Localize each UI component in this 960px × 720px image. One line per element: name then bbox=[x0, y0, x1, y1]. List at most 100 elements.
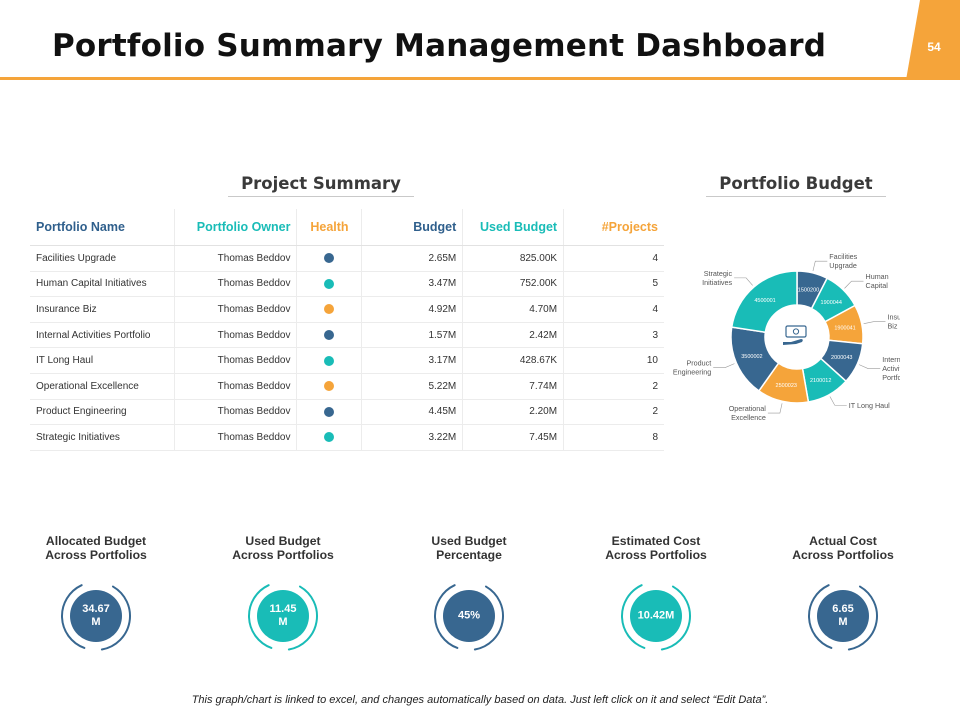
kpi-ring-graphic bbox=[434, 584, 504, 651]
cell-used-budget: 2.42M bbox=[462, 322, 564, 349]
donut-value-label: 1900044 bbox=[821, 300, 842, 306]
portfolio-budget-heading: Portfolio Budget bbox=[706, 174, 886, 197]
cell-used-budget: 428.67K bbox=[462, 347, 564, 374]
cell-used-budget: 4.70M bbox=[462, 296, 564, 323]
cell-health bbox=[296, 399, 362, 426]
kpi-label-line2: Across Portfolios bbox=[45, 548, 147, 562]
kpi-label-line1: Used Budget bbox=[245, 534, 321, 548]
table-row[interactable]: Facilities Upgrade Thomas Beddov 2.65M 825.… bbox=[30, 245, 664, 272]
table-row[interactable]: Human Capital Initiatives Thomas Beddov 3.… bbox=[30, 271, 664, 298]
table-row[interactable]: Operational Excellence Thomas Beddov 5.22M… bbox=[30, 373, 664, 400]
health-status-dot bbox=[324, 381, 335, 392]
table-header-row: Portfolio Name Portfolio Owner Health Bu… bbox=[30, 209, 664, 246]
money-hand-icon bbox=[783, 325, 807, 345]
donut-leader-line bbox=[713, 363, 735, 368]
cell-projects: 8 bbox=[563, 424, 664, 451]
donut-value-label: 2100012 bbox=[810, 378, 831, 384]
kpi-ring: 34.67 M bbox=[54, 574, 138, 658]
cell-portfolio-owner: Thomas Beddov bbox=[173, 424, 297, 451]
cell-projects: 2 bbox=[563, 373, 664, 400]
cell-projects: 4 bbox=[563, 245, 664, 272]
health-status-dot bbox=[324, 278, 335, 289]
cell-budget: 3.22M bbox=[361, 424, 463, 451]
kpi-value-circle bbox=[257, 590, 309, 642]
kpi-label-line1: Allocated Budget bbox=[45, 534, 147, 548]
kpi-value: 34.67 M bbox=[82, 603, 110, 628]
kpi-value: 10.42M bbox=[637, 609, 675, 622]
column-header-used-budget[interactable]: Used Budget bbox=[462, 209, 564, 246]
cell-budget: 3.17M bbox=[361, 347, 463, 374]
health-status-dot bbox=[324, 304, 335, 315]
donut-slice[interactable] bbox=[730, 270, 798, 334]
cell-projects: 10 bbox=[563, 347, 664, 374]
table-row[interactable]: IT Long Haul Thomas Beddov 3.17M 428.67K 10 bbox=[30, 347, 664, 374]
footer-note: This graph/chart is linked to excel, and… bbox=[191, 694, 769, 706]
kpi-used-budget-percentage: Used Budget Percentage 45% bbox=[384, 534, 554, 658]
cell-used-budget: 752.00K bbox=[462, 271, 564, 298]
kpi-value-circle bbox=[630, 590, 682, 642]
kpi-ring: 10.42M bbox=[614, 574, 698, 658]
column-header-portfolio-name[interactable]: Portfolio Name bbox=[30, 209, 175, 246]
donut-value-label: 3500002 bbox=[741, 354, 762, 360]
kpi-label-line2: Across Portfolios bbox=[232, 548, 334, 562]
cell-health bbox=[296, 271, 362, 298]
kpi-estimated-cost: Estimated Cost Across Portfolios 10.42M bbox=[571, 534, 741, 658]
column-header-health[interactable]: Health bbox=[296, 209, 362, 246]
kpi-ring: 6.65 M bbox=[801, 574, 885, 658]
kpi-value: 45% bbox=[457, 609, 481, 622]
column-header-portfolio-owner[interactable]: Portfolio Owner bbox=[173, 209, 297, 246]
kpi-label: Actual Cost Across Portfolios bbox=[758, 534, 928, 564]
cell-projects: 4 bbox=[563, 296, 664, 323]
donut-category-label: IT Long Haul bbox=[849, 401, 890, 410]
kpi-value-circle bbox=[443, 590, 495, 642]
portfolio-budget-donut-chart: 1500200 Facilities Upgrade 1900044 Human Capi… bbox=[673, 252, 900, 422]
kpi-ring: 11.45 M bbox=[241, 574, 325, 658]
table-row[interactable]: Strategic Initiatives Thomas Beddov 3.22M 7… bbox=[30, 424, 664, 451]
cell-projects: 3 bbox=[563, 322, 664, 349]
kpi-ring-graphic bbox=[248, 584, 318, 651]
kpi-ring-graphic bbox=[621, 584, 691, 651]
donut-category-label: Operational Excellence bbox=[729, 404, 767, 422]
health-status-dot bbox=[324, 406, 335, 417]
cell-budget: 2.65M bbox=[361, 245, 463, 272]
donut-value-label: 4500001 bbox=[754, 298, 775, 304]
donut-value-label: 1900041 bbox=[834, 325, 855, 331]
donut-value-label: 2500023 bbox=[776, 383, 797, 389]
title-underline bbox=[0, 77, 960, 80]
cell-portfolio-name: Internal Activities Portfolio bbox=[30, 322, 175, 349]
kpi-label-line1: Used Budget bbox=[431, 534, 507, 548]
donut-category-label: Strategic Initiatives bbox=[702, 269, 732, 287]
kpi-label: Allocated Budget Across Portfolios bbox=[11, 534, 181, 564]
cell-health bbox=[296, 347, 362, 374]
donut-category-label: Human Capital bbox=[866, 272, 889, 290]
cell-used-budget: 7.45M bbox=[462, 424, 564, 451]
cell-health bbox=[296, 373, 362, 400]
table-row[interactable]: Product Engineering Thomas Beddov 4.45M 2.2… bbox=[30, 399, 664, 426]
donut-value-label: 2000043 bbox=[831, 355, 852, 361]
column-header-projects[interactable]: #Projects bbox=[563, 209, 664, 246]
cell-health bbox=[296, 245, 362, 272]
kpi-value-circle bbox=[70, 590, 122, 642]
table-row[interactable]: Internal Activities Portfolio Thomas Bedd… bbox=[30, 322, 664, 349]
kpi-label: Estimated Cost Across Portfolios bbox=[571, 534, 741, 564]
cell-portfolio-owner: Thomas Beddov bbox=[173, 373, 297, 400]
kpi-actual-cost: Actual Cost Across Portfolios 6.65 M bbox=[758, 534, 928, 658]
donut-leader-line bbox=[863, 321, 886, 324]
cell-portfolio-name: Insurance Biz bbox=[30, 296, 175, 323]
kpi-label: Used Budget Percentage bbox=[384, 534, 554, 564]
cell-budget: 4.92M bbox=[361, 296, 463, 323]
donut-value-label: 1500200 bbox=[798, 287, 819, 293]
table-row[interactable]: Insurance Biz Thomas Beddov 4.92M 4.70M 4 bbox=[30, 296, 664, 323]
cell-budget: 3.47M bbox=[361, 271, 463, 298]
cell-budget: 4.45M bbox=[361, 399, 463, 426]
project-summary-heading: Project Summary bbox=[228, 174, 414, 197]
donut-category-label: Product Engineering bbox=[673, 359, 711, 377]
cell-portfolio-owner: Thomas Beddov bbox=[173, 271, 297, 298]
cell-portfolio-name: IT Long Haul bbox=[30, 347, 175, 374]
donut-leader-line bbox=[812, 260, 828, 271]
health-status-dot bbox=[324, 329, 335, 340]
donut-leader-line bbox=[859, 364, 881, 369]
column-header-budget[interactable]: Budget bbox=[361, 209, 463, 246]
kpi-value-circle bbox=[817, 590, 869, 642]
kpi-ring-graphic bbox=[61, 584, 131, 651]
